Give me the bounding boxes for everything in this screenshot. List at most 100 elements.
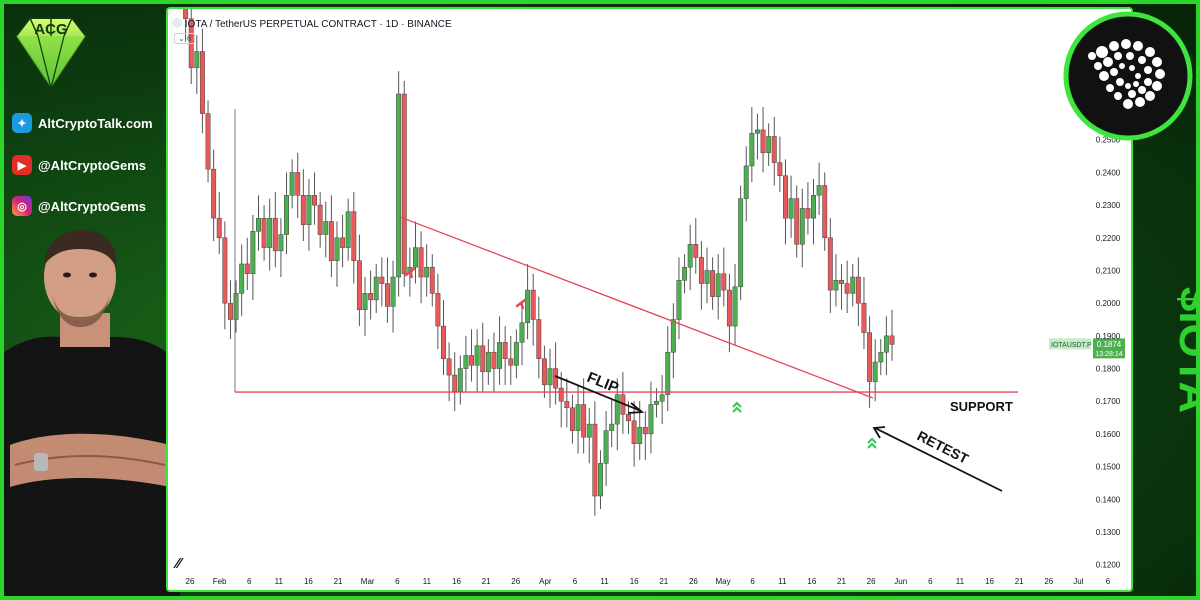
candle (827, 218, 833, 313)
candle (211, 149, 217, 242)
iota-dot-icon (1152, 57, 1162, 67)
candle (592, 401, 598, 516)
iota-dot-icon (1144, 66, 1152, 74)
y-tick-label: 0.1400 (1096, 495, 1121, 504)
candle (300, 169, 306, 242)
candle (356, 234, 362, 327)
candle (513, 329, 519, 379)
candle (441, 299, 446, 376)
candle (721, 247, 727, 307)
flip-arrow-icon (554, 375, 645, 414)
candle (446, 342, 452, 402)
candle (384, 257, 390, 323)
candle (581, 378, 587, 454)
x-tick-label: May (715, 577, 730, 586)
retest-arrow-icon (872, 426, 1003, 492)
candle (783, 159, 788, 245)
candle (670, 303, 676, 379)
y-tick-label: 0.2400 (1096, 168, 1121, 177)
x-tick-label: 21 (1015, 577, 1024, 586)
candle (771, 116, 777, 186)
rejection-marker-icon (515, 298, 527, 310)
x-tick-label: 16 (985, 577, 994, 586)
y-tick-label: 0.1200 (1096, 561, 1121, 570)
x-tick-label: 6 (573, 577, 578, 586)
x-tick-label: Mar (361, 577, 375, 586)
candle (631, 401, 637, 467)
x-tick-label: 6 (750, 577, 755, 586)
candle (850, 263, 856, 307)
iota-dot-icon (1133, 41, 1143, 51)
iota-dot-icon (1129, 65, 1135, 71)
candle (648, 381, 654, 454)
candle (564, 378, 570, 428)
x-tick-label: 6 (247, 577, 252, 586)
x-tick-label: 6 (1106, 577, 1111, 586)
candle (334, 221, 340, 287)
candle (345, 198, 351, 261)
support-label: SUPPORT (950, 399, 1013, 414)
twitter-icon: ✦ (12, 113, 32, 133)
candle (805, 182, 811, 235)
candle (839, 263, 844, 310)
iota-dot-icon (1133, 81, 1139, 87)
iota-coin-logo (1063, 11, 1193, 141)
candle (682, 254, 688, 294)
candle (396, 71, 402, 297)
current-price-badge: IOTAUSDT.P 0.1874 13:28:14 (1049, 338, 1125, 359)
svg-text:ACG: ACG (34, 21, 67, 38)
candle (715, 254, 721, 320)
candle (272, 192, 278, 268)
resistance-trendline (398, 215, 874, 399)
candle (463, 335, 469, 392)
candle (654, 388, 659, 418)
candle (250, 214, 256, 300)
symbol-logo-icon (172, 18, 182, 28)
candle (614, 378, 620, 451)
candle (833, 254, 839, 307)
iota-dot-icon (1145, 91, 1155, 101)
presenter-photo (0, 230, 180, 600)
candle (480, 322, 486, 392)
candle (766, 123, 772, 166)
instagram-link[interactable]: ◎ @AltCryptoGems (12, 196, 146, 216)
candle (261, 205, 267, 261)
candle (698, 241, 704, 310)
chart-panel[interactable]: FLIP SUPPORT RETEST IOTAUSDT.P 0.1874 13:28:1… (166, 7, 1133, 592)
candle (878, 339, 884, 376)
candle (519, 303, 525, 366)
iota-dot-icon (1121, 39, 1131, 49)
candle (284, 172, 289, 255)
website-link[interactable]: ✦ AltCryptoTalk.com (12, 113, 153, 133)
indicators-toggle[interactable]: ⌄ 6 (174, 33, 196, 44)
x-tick-label: 21 (659, 577, 668, 586)
candle (603, 411, 609, 487)
price-ticker-label: IOTAUSDT.P (1051, 342, 1092, 349)
candle (401, 80, 407, 287)
x-tick-label: 16 (630, 577, 639, 586)
candle (485, 339, 491, 385)
candle (183, 9, 189, 42)
y-tick-label: 0.1800 (1096, 365, 1121, 374)
candle (855, 257, 861, 327)
candle (704, 247, 710, 304)
candle (312, 172, 318, 225)
youtube-link[interactable]: ▶ @AltCryptoGems (12, 155, 146, 175)
x-tick-label: Feb (213, 577, 227, 586)
iota-dot-icon (1155, 69, 1165, 79)
iota-dot-icon (1125, 83, 1131, 89)
x-tick-label: 11 (778, 577, 787, 586)
candle (508, 335, 514, 385)
candle (222, 221, 228, 330)
y-tick-label: 0.1700 (1096, 397, 1121, 406)
iota-dot-icon (1119, 63, 1125, 69)
indicator-count: 6 (186, 34, 192, 43)
symbol-line: IOTA / TetherUS PERPETUAL CONTRACT · 1D … (184, 19, 452, 30)
svg-text:$IOTA: $IOTA (1170, 287, 1200, 413)
candle (642, 411, 648, 461)
x-tick-label: 11 (275, 577, 284, 586)
candle (216, 192, 222, 255)
x-tick-label: 26 (186, 577, 195, 586)
candle (525, 263, 531, 340)
